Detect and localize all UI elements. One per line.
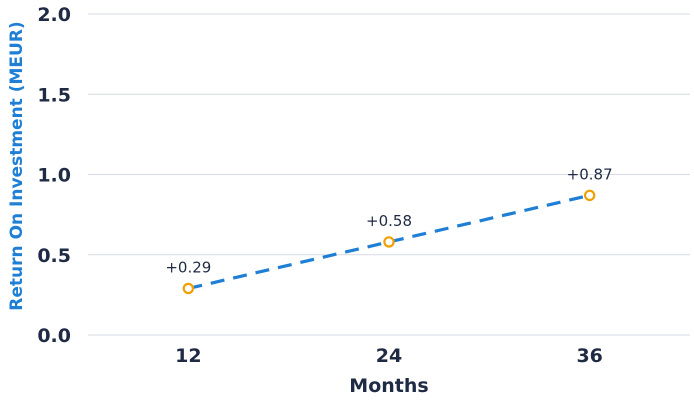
- data-point-marker: [583, 189, 596, 202]
- y-tick-label: 0.5: [37, 245, 71, 267]
- y-tick-label: 1.0: [37, 165, 71, 187]
- y-tick-label: 0.0: [37, 325, 71, 347]
- x-axis-ticks: 12 24 36: [175, 345, 603, 367]
- y-axis-ticks: 0.0 0.5 1.0 1.5 2.0: [37, 4, 71, 347]
- data-label: +0.29: [165, 258, 211, 276]
- y-tick-label: 2.0: [37, 4, 71, 26]
- data-point-marker: [383, 236, 395, 248]
- gridlines: [88, 13, 690, 336]
- x-tick-label: 24: [376, 345, 402, 367]
- x-tick-label: 36: [576, 345, 602, 367]
- y-axis-title: Return On Investment (MEUR): [7, 21, 27, 310]
- data-label: +0.58: [366, 212, 412, 230]
- data-label: +0.87: [567, 165, 613, 183]
- x-axis-title: Months: [349, 375, 428, 397]
- y-tick-label: 1.5: [37, 84, 71, 106]
- data-point-marker: [182, 282, 195, 295]
- x-tick-label: 12: [175, 345, 201, 367]
- data-labels: +0.29 +0.58 +0.87: [165, 165, 612, 276]
- series-markers: [182, 189, 596, 295]
